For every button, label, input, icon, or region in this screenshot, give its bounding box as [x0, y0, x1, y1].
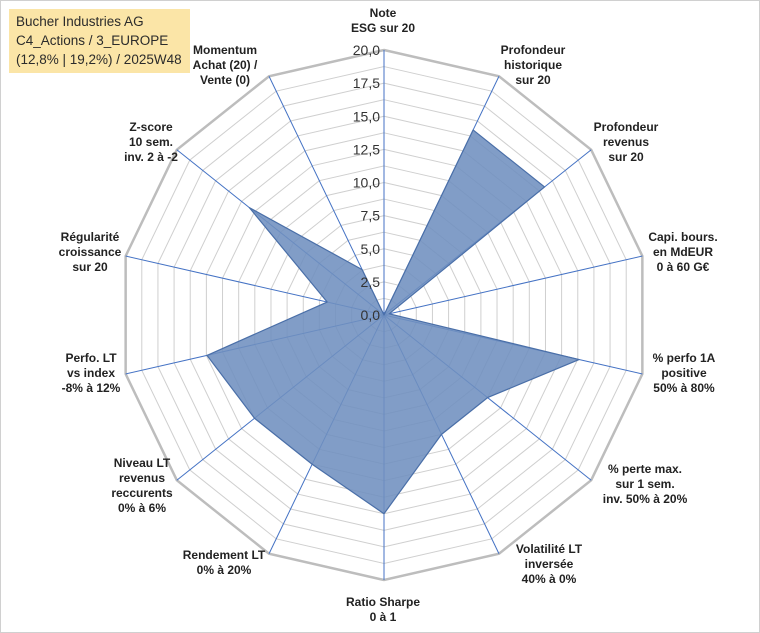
category-label-line: 0 à 60 G€: [657, 260, 710, 274]
category-label: Volatilité LT inversée 40% à 0%: [516, 542, 583, 586]
category-label-line: positive: [661, 366, 707, 380]
radar-series: [206, 129, 580, 515]
title-period: (12,8% | 19,2%) / 2025W48: [16, 52, 182, 67]
category-label: Profondeur historique sur 20: [501, 43, 566, 87]
tick-label: 0,0: [361, 307, 381, 323]
category-label-line: reccurents: [111, 486, 173, 500]
category-label-line: Momentum: [193, 43, 257, 57]
category-label-line: revenus: [119, 471, 165, 485]
category-label-line: Achat (20) /: [193, 58, 258, 72]
category-label-line: -8% à 12%: [62, 381, 121, 395]
category-label-line: 50% à 80%: [653, 381, 715, 395]
category-label-line: sur 20: [72, 260, 108, 274]
radar-tick-labels: 0,0 2,5 5,0 7,5 10,0 12,5 15,0 17,5 20,0: [353, 42, 380, 323]
category-label-line: 40% à 0%: [522, 572, 577, 586]
category-label-line: Ratio Sharpe: [346, 595, 420, 609]
category-label-line: Capi. bours.: [648, 230, 717, 244]
category-label-line: en MdEUR: [653, 245, 713, 259]
category-label: Z-score 10 sem. inv. 2 à -2: [124, 120, 178, 164]
category-label: Perfo. LT vs index -8% à 12%: [62, 351, 121, 395]
category-label-line: inversée: [525, 557, 574, 571]
category-label-line: % perte max.: [608, 462, 682, 476]
title-company: Bucher Industries AG: [16, 14, 144, 29]
tick-label: 2,5: [361, 274, 381, 290]
category-label: Régularité croissance sur 20: [59, 230, 122, 274]
category-label-line: Profondeur: [501, 43, 566, 57]
category-label-line: ESG sur 20: [351, 21, 415, 35]
category-label-line: Vente (0): [200, 73, 250, 87]
tick-label: 17,5: [353, 75, 380, 91]
category-label: Rendement LT 0% à 20%: [183, 548, 266, 577]
category-label-line: Volatilité LT: [516, 542, 583, 556]
category-label-line: Niveau LT: [114, 456, 171, 470]
category-label-line: historique: [504, 58, 562, 72]
category-label-line: sur 20: [608, 150, 644, 164]
title-category: C4_Actions / 3_EUROPE: [16, 33, 169, 48]
category-label: Niveau LT revenus reccurents 0% à 6%: [111, 456, 173, 515]
category-label-line: Perfo. LT: [65, 351, 117, 365]
category-label-line: % perfo 1A: [653, 351, 716, 365]
category-label-line: sur 1 sem.: [615, 477, 674, 491]
category-label: Profondeur revenus sur 20: [594, 120, 659, 164]
category-label: Ratio Sharpe 0 à 1: [346, 595, 420, 624]
tick-label: 20,0: [353, 42, 380, 58]
tick-label: 5,0: [361, 241, 381, 257]
radar-spoke: [383, 255, 643, 316]
tick-label: 7,5: [361, 208, 381, 224]
category-label-line: 0% à 20%: [197, 563, 252, 577]
category-label-line: 0 à 1: [370, 610, 397, 624]
category-label: % perte max. sur 1 sem. inv. 50% à 20%: [603, 462, 688, 506]
category-label-line: Note: [370, 6, 397, 20]
category-label-line: 0% à 6%: [118, 501, 166, 515]
category-label: % perfo 1A positive 50% à 80%: [653, 351, 716, 395]
category-label-line: inv. 2 à -2: [124, 150, 178, 164]
category-label-line: 10 sem.: [129, 135, 173, 149]
category-label-line: revenus: [603, 135, 649, 149]
category-label: Capi. bours. en MdEUR 0 à 60 G€: [648, 230, 717, 274]
category-label: Momentum Achat (20) / Vente (0): [193, 43, 258, 87]
category-label-line: Profondeur: [594, 120, 659, 134]
category-label-line: inv. 50% à 20%: [603, 492, 688, 506]
category-label-line: sur 20: [515, 73, 551, 87]
chart-title-box: Bucher Industries AG C4_Actions / 3_EURO…: [9, 9, 190, 73]
category-label-line: Rendement LT: [183, 548, 266, 562]
category-label-line: croissance: [59, 245, 122, 259]
category-label: Note ESG sur 20: [351, 6, 415, 35]
category-label-line: Z-score: [129, 120, 173, 134]
tick-label: 12,5: [353, 141, 380, 157]
category-label-line: vs index: [67, 366, 115, 380]
category-label-line: Régularité: [61, 230, 120, 244]
radar-area: [206, 129, 580, 515]
tick-label: 15,0: [353, 108, 380, 124]
tick-label: 10,0: [353, 175, 380, 191]
